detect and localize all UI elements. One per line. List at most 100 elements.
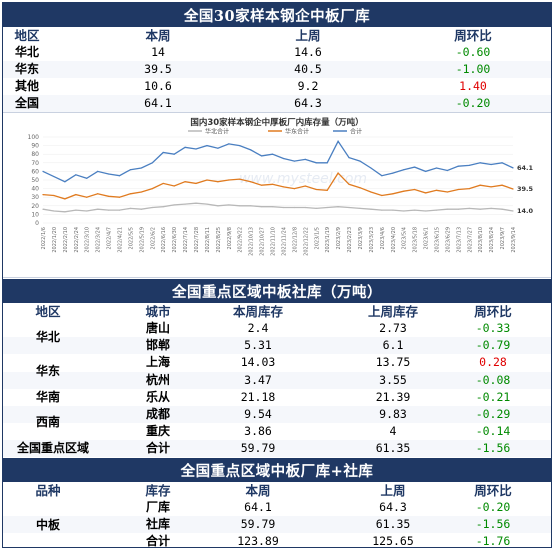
header-last-week: 上周 bbox=[295, 28, 321, 43]
data-point bbox=[107, 209, 110, 211]
last-week-cell: 64.3 bbox=[379, 500, 407, 514]
data-point bbox=[206, 145, 208, 147]
data-point bbox=[162, 206, 164, 208]
table-row: 厂库 64.1 64.3 -0.20 bbox=[3, 499, 551, 516]
data-point bbox=[293, 206, 295, 209]
data-point bbox=[501, 208, 503, 210]
total-this-week-cell: 59.79 bbox=[240, 441, 276, 455]
end-value-label: 14.0 bbox=[517, 207, 534, 215]
data-point bbox=[304, 158, 306, 160]
header-wow: 周环比 bbox=[454, 28, 492, 43]
y-tick-label: 50 bbox=[31, 177, 39, 184]
x-tick-label: 2023/3/23 bbox=[369, 227, 375, 253]
data-point bbox=[501, 162, 503, 164]
x-tick-label: 2023/6/1 bbox=[424, 227, 430, 249]
data-point bbox=[250, 149, 252, 151]
data-point bbox=[129, 207, 132, 209]
data-point bbox=[64, 211, 66, 213]
data-point bbox=[42, 170, 44, 172]
header-city: 城市 bbox=[145, 304, 171, 319]
last-week-stock-cell: 6.1 bbox=[382, 338, 404, 353]
x-tick-label: 2023/3/9 bbox=[358, 227, 364, 249]
section1-title: 全国30家样本钢企中板厂库 bbox=[3, 3, 551, 27]
wow-cell: -0.14 bbox=[475, 424, 511, 439]
data-point bbox=[359, 187, 361, 189]
data-point bbox=[315, 188, 317, 191]
data-point bbox=[468, 164, 470, 166]
this-week-stock-cell: 3.86 bbox=[244, 424, 272, 439]
data-point bbox=[479, 208, 481, 210]
x-tick-label: 2023/5/4 bbox=[402, 227, 408, 249]
data-point bbox=[359, 207, 361, 209]
group-huabei: 华北 bbox=[35, 330, 60, 344]
data-point bbox=[446, 191, 449, 193]
table-row: 乐从 21.18 21.39 -0.21 bbox=[3, 389, 551, 406]
x-tick-label: 2023/2/23 bbox=[347, 227, 353, 253]
wow-cell: -0.29 bbox=[475, 407, 511, 421]
header-this-week: 本周 bbox=[145, 28, 171, 43]
x-tick-label: 2022/8/11 bbox=[205, 227, 211, 253]
x-tick-label: 2023/1/19 bbox=[325, 227, 331, 253]
last-week-cell: 40.5 bbox=[294, 62, 322, 76]
data-point bbox=[271, 183, 274, 185]
group-huanan: 华南 bbox=[35, 390, 60, 404]
data-point bbox=[446, 169, 449, 172]
wow-cell: -0.21 bbox=[475, 389, 511, 404]
data-point bbox=[337, 172, 339, 174]
data-point bbox=[392, 193, 394, 195]
header-wow: 周环比 bbox=[474, 483, 512, 498]
city-cell: 杭州 bbox=[145, 372, 170, 387]
data-point bbox=[162, 182, 164, 185]
this-week-cell: 123.89 bbox=[237, 534, 279, 548]
data-point bbox=[53, 175, 55, 178]
table-row: 上海 14.03 13.75 0.28 bbox=[3, 354, 551, 371]
x-tick-label: 2022/9/22 bbox=[238, 227, 244, 253]
total-last-week-cell: 61.35 bbox=[375, 441, 411, 455]
data-point bbox=[348, 157, 350, 159]
last-week-stock-cell: 13.75 bbox=[375, 355, 411, 370]
x-tick-label: 2023/2/9 bbox=[336, 227, 342, 249]
y-tick-label: 90 bbox=[31, 143, 39, 150]
legend-label: 合计 bbox=[350, 128, 362, 136]
data-point bbox=[359, 160, 361, 162]
wow-cell: -1.00 bbox=[455, 62, 491, 76]
data-point bbox=[86, 210, 88, 212]
data-point bbox=[151, 162, 153, 164]
data-point bbox=[457, 165, 459, 167]
total-wow-cell: -1.56 bbox=[475, 441, 511, 455]
data-point bbox=[151, 188, 153, 190]
data-point bbox=[392, 172, 394, 174]
header-stock-type: 库存 bbox=[145, 483, 171, 498]
data-point bbox=[501, 184, 503, 186]
series-line-1 bbox=[42, 172, 514, 200]
data-point bbox=[217, 147, 219, 149]
table-row: 华北 14 14.6 -0.60 bbox=[3, 44, 551, 61]
x-tick-label: 2023/7/27 bbox=[467, 227, 473, 253]
region-cell: 全国 bbox=[14, 96, 39, 110]
wow-cell: -1.56 bbox=[475, 517, 511, 531]
wow-cell: -0.20 bbox=[475, 500, 511, 514]
wow-cell: -0.79 bbox=[475, 338, 511, 353]
data-point bbox=[370, 208, 372, 210]
x-tick-label: 2022/3/24 bbox=[96, 227, 102, 253]
last-week-stock-cell: 4 bbox=[389, 424, 397, 439]
data-point bbox=[53, 194, 55, 197]
data-point bbox=[490, 207, 492, 209]
data-point bbox=[414, 188, 416, 191]
this-week-cell: 10.6 bbox=[144, 79, 172, 93]
table-row: 华东 39.5 40.5 -1.00 bbox=[3, 61, 551, 78]
data-point bbox=[381, 209, 383, 211]
data-point bbox=[468, 207, 470, 209]
data-point bbox=[446, 208, 449, 210]
x-tick-label: 2022/10/13 bbox=[249, 227, 255, 256]
data-point bbox=[53, 210, 55, 212]
data-point bbox=[435, 189, 438, 191]
data-point bbox=[403, 210, 405, 212]
data-point bbox=[239, 178, 241, 180]
data-point bbox=[140, 191, 142, 193]
data-point bbox=[184, 146, 186, 148]
header-this-week-stock: 本周库存 bbox=[232, 304, 283, 319]
x-tick-label: 2023/4/20 bbox=[391, 227, 397, 253]
